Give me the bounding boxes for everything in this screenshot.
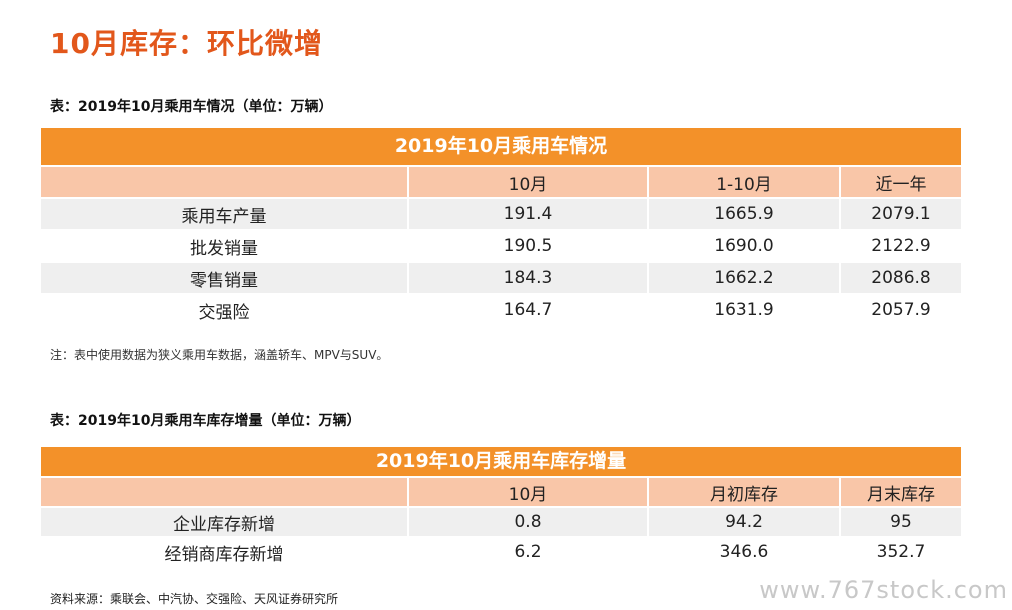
row-label: 交强险 (198, 302, 250, 323)
table-cell: 346.6 (719, 542, 769, 562)
table-cell: 2086.8 (841, 263, 961, 293)
table2: 2019年10月乘用车库存增量 10月 月初库存 月末库存 企业库存新增 0.8… (41, 447, 961, 566)
page-title: 10月库存：环比微增 (50, 27, 323, 60)
table-cell: 190.5 (503, 236, 553, 256)
table-cell: 1631.9 (714, 300, 774, 320)
table1-note: 注：表中使用数据为狭义乘用车数据，涵盖轿车、MPV与SUV。 (50, 348, 389, 362)
table1-column-header-row: 10月 1-10月 近一年 (41, 167, 961, 197)
column-header: 10月 (409, 167, 647, 197)
table-row: 经销商库存新增 6.2 346.6 352.7 (41, 538, 961, 566)
watermark: www.767stock.com (759, 576, 1008, 604)
table2-caption: 表：2019年10月乘用车库存增量（单位：万辆） (50, 413, 361, 429)
table-cell: 94.2 (649, 508, 839, 536)
table-cell: 352.7 (876, 542, 926, 562)
column-header: 10月 (409, 478, 647, 506)
table-cell: 6.2 (514, 542, 542, 562)
table-cell: 1662.2 (649, 263, 839, 293)
table-row: 零售销量 184.3 1662.2 2086.8 (41, 263, 961, 293)
table1-caption: 表：2019年10月乘用车情况（单位：万辆） (50, 99, 333, 115)
column-header: 1-10月 (649, 167, 839, 197)
column-header (41, 478, 407, 506)
row-label: 零售销量 (41, 263, 407, 293)
table1: 2019年10月乘用车情况 10月 1-10月 近一年 乘用车产量 191.4 … (41, 128, 961, 325)
table-row: 交强险 164.7 1631.9 2057.9 (41, 295, 961, 325)
column-header: 月初库存 (649, 478, 839, 506)
table-cell: 2122.9 (871, 236, 931, 256)
table2-column-header-row: 10月 月初库存 月末库存 (41, 478, 961, 506)
table-cell: 191.4 (409, 199, 647, 229)
table-row: 批发销量 190.5 1690.0 2122.9 (41, 231, 961, 261)
table-cell: 184.3 (409, 263, 647, 293)
table1-header-title: 2019年10月乘用车情况 (41, 128, 961, 165)
column-header: 月末库存 (841, 478, 961, 506)
row-label: 乘用车产量 (41, 199, 407, 229)
column-header (41, 167, 407, 197)
source-note: 资料来源：乘联会、中汽协、交强险、天风证券研究所 (50, 592, 339, 606)
table-cell: 1665.9 (649, 199, 839, 229)
row-label: 批发销量 (190, 238, 258, 259)
table-cell: 95 (841, 508, 961, 536)
table-cell: 164.7 (503, 300, 553, 320)
column-header: 近一年 (841, 167, 961, 197)
row-label: 经销商库存新增 (164, 544, 284, 565)
table-cell: 0.8 (409, 508, 647, 536)
table-cell: 2057.9 (871, 300, 931, 320)
row-label: 企业库存新增 (41, 508, 407, 536)
table2-header-title: 2019年10月乘用车库存增量 (41, 447, 961, 476)
table-row: 企业库存新增 0.8 94.2 95 (41, 508, 961, 536)
table-row: 乘用车产量 191.4 1665.9 2079.1 (41, 199, 961, 229)
table-cell: 2079.1 (841, 199, 961, 229)
table-cell: 1690.0 (714, 236, 774, 256)
